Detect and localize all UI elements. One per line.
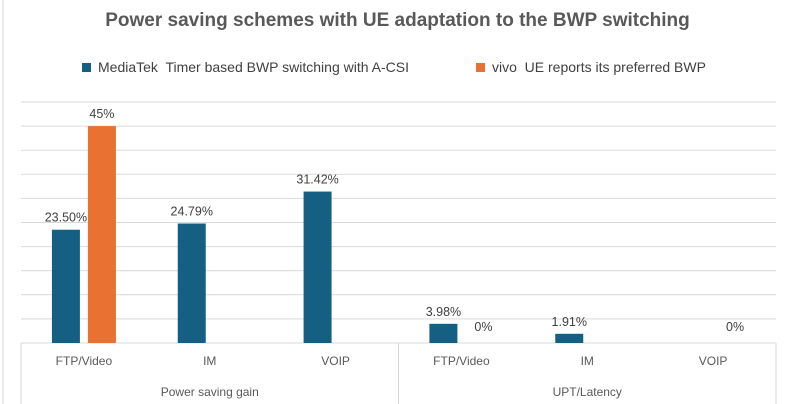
group-label: Power saving gain	[161, 385, 259, 399]
category-label: IM	[203, 354, 216, 368]
data-label: 1.91%	[552, 315, 587, 329]
data-label: 0%	[474, 320, 492, 334]
legend-label-mediatek: MediaTek Timer based BWP switching with …	[98, 59, 409, 75]
bar-mediatek	[555, 333, 584, 343]
data-label: 24.79%	[171, 205, 213, 219]
category-label: IM	[581, 354, 594, 368]
bar-mediatek	[429, 323, 458, 343]
legend-label-vivo: vivo UE reports its preferred BWP	[492, 59, 706, 75]
category-label: FTP/Video	[433, 354, 490, 368]
data-label: 3.98%	[426, 305, 461, 319]
category-label: FTP/Video	[56, 354, 113, 368]
bar-mediatek	[177, 223, 206, 343]
legend-swatch-mediatek	[82, 62, 91, 72]
group-label: UPT/Latency	[553, 385, 622, 399]
bar-mediatek	[51, 229, 80, 343]
category-label: VOIP	[321, 354, 350, 368]
data-label: 23.50%	[45, 211, 87, 225]
bar-vivo	[87, 126, 116, 343]
legend-item-mediatek: MediaTek Timer based BWP switching with …	[82, 59, 409, 75]
legend-item-vivo: vivo UE reports its preferred BWP	[476, 59, 706, 75]
data-label: 31.42%	[296, 173, 338, 187]
chart-title: Power saving schemes with UE adaptation …	[105, 10, 690, 31]
category-label: VOIP	[699, 354, 728, 368]
legend-swatch-vivo	[476, 62, 485, 72]
data-label: 0%	[726, 320, 744, 334]
bar-mediatek	[303, 191, 332, 343]
data-label: 45%	[89, 107, 114, 121]
